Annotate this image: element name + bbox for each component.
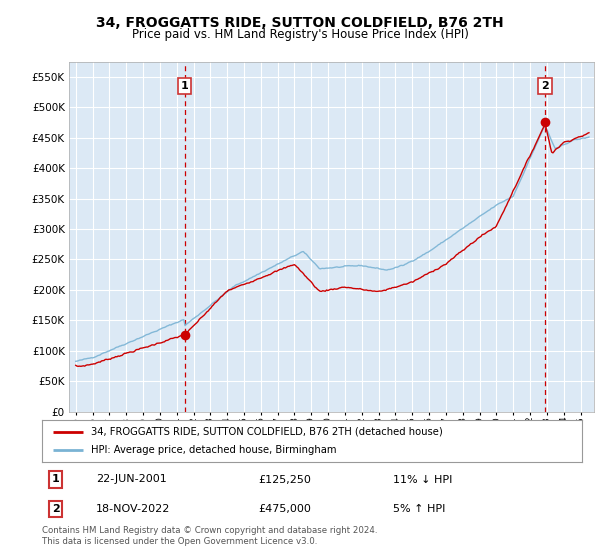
Text: HPI: Average price, detached house, Birmingham: HPI: Average price, detached house, Birm…: [91, 445, 336, 455]
Text: £475,000: £475,000: [258, 504, 311, 514]
Text: 18-NOV-2022: 18-NOV-2022: [96, 504, 170, 514]
Text: 2: 2: [541, 81, 549, 91]
Text: 5% ↑ HPI: 5% ↑ HPI: [393, 504, 445, 514]
Text: 11% ↓ HPI: 11% ↓ HPI: [393, 474, 452, 484]
Text: 1: 1: [181, 81, 188, 91]
Text: 22-JUN-2001: 22-JUN-2001: [96, 474, 167, 484]
Text: £125,250: £125,250: [258, 474, 311, 484]
Text: 34, FROGGATTS RIDE, SUTTON COLDFIELD, B76 2TH (detached house): 34, FROGGATTS RIDE, SUTTON COLDFIELD, B7…: [91, 427, 442, 437]
Text: 2: 2: [52, 504, 59, 514]
Text: 34, FROGGATTS RIDE, SUTTON COLDFIELD, B76 2TH: 34, FROGGATTS RIDE, SUTTON COLDFIELD, B7…: [96, 16, 504, 30]
Text: 1: 1: [52, 474, 59, 484]
Text: Price paid vs. HM Land Registry's House Price Index (HPI): Price paid vs. HM Land Registry's House …: [131, 28, 469, 41]
Text: Contains HM Land Registry data © Crown copyright and database right 2024.
This d: Contains HM Land Registry data © Crown c…: [42, 526, 377, 546]
